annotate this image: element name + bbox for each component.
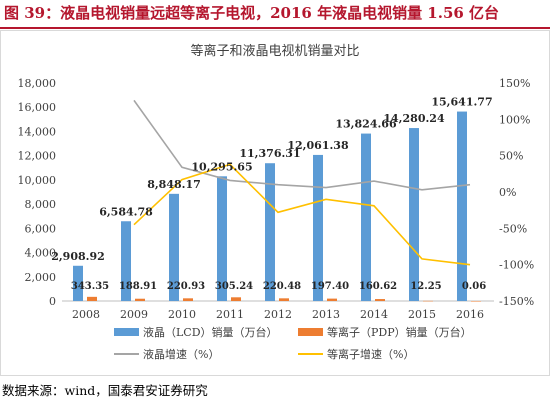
y-left-tick-label: 2,000 (25, 271, 57, 284)
data-label-pdp: 12.25 (410, 281, 441, 292)
x-tick-label: 2009 (120, 308, 148, 321)
data-label-pdp: 0.06 (462, 281, 486, 292)
bar-lcd (73, 265, 83, 301)
bar-pdp (327, 298, 337, 301)
bar-pdp (87, 296, 97, 301)
bar-lcd (313, 154, 323, 301)
bar-lcd (457, 111, 467, 301)
y-left-tick-label: 0 (49, 295, 56, 308)
bar-pdp (183, 298, 193, 301)
y-right-tick-label: 150% (499, 77, 530, 90)
x-tick-label: 2013 (312, 308, 340, 321)
y-right-tick-label: -150% (499, 295, 534, 308)
data-label-lcd: 8,848.17 (147, 178, 201, 191)
data-label-pdp: 197.40 (311, 281, 349, 292)
data-label-pdp: 220.93 (167, 281, 205, 292)
y-right-tick-label: 50% (499, 150, 523, 163)
data-label-pdp: 188.91 (119, 281, 157, 292)
y-left-tick-label: 4,000 (25, 247, 57, 260)
x-tick-label: 2014 (360, 308, 388, 321)
data-label-pdp: 160.62 (359, 281, 397, 292)
bar-pdp (423, 300, 433, 302)
bar-lcd (361, 133, 371, 301)
x-tick-label: 2008 (72, 308, 100, 321)
data-label-lcd: 11,376.31 (239, 147, 300, 160)
lines-layer (133, 99, 471, 266)
y-right-tick-label: -100% (499, 259, 534, 272)
data-label-lcd: 12,061.38 (287, 139, 349, 152)
legend-label-pdp: 等离子（PDP）销量（万台） (327, 325, 472, 339)
line-pdp-growth (133, 163, 471, 266)
bars-layer (73, 111, 481, 302)
y-left-tick-label: 16,000 (18, 101, 57, 114)
x-tick-label: 2012 (264, 308, 292, 321)
chart-title: 等离子和液晶电视机销量对比 (190, 43, 359, 59)
x-tick-label: 2016 (456, 308, 484, 321)
bar-pdp (135, 298, 145, 301)
bar-pdp (471, 300, 481, 302)
data-label-lcd: 2,908.92 (51, 250, 105, 263)
legend-swatch-lcd (114, 328, 139, 336)
data-labels-layer: 2,908.92 343.35 6,584.78 188.91 8,848.17 220.… (51, 96, 492, 292)
bar-lcd (121, 221, 131, 301)
legend: 液晶（LCD）销量（万台） 等离子（PDP）销量（万台） 液晶增速（%） 等离子… (114, 325, 472, 361)
data-label-pdp: 220.48 (263, 281, 301, 292)
y-right-tick-label: 0% (499, 186, 516, 199)
data-label-pdp: 305.24 (215, 281, 253, 292)
bar-pdp (375, 299, 385, 301)
figure-title: 图 39：液晶电视销量远超等离子电视，2016 年液晶电视销量 1.56 亿台 (4, 4, 500, 22)
axes-layer: 0 2,000 4,000 6,000 8,000 10,000 12,000 14,000 1… (18, 77, 535, 321)
data-label-lcd: 14,280.24 (383, 112, 445, 125)
data-label-lcd: 10,295.65 (191, 160, 252, 173)
bar-lcd (169, 193, 179, 301)
chart: 等离子和液晶电视机销量对比 0 2,000 4,000 6,000 8,000 10,00… (0, 30, 550, 376)
x-tick-label: 2015 (408, 308, 436, 321)
y-left-tick-label: 14,000 (18, 125, 57, 138)
data-label-lcd: 13,824.66 (335, 118, 397, 131)
title-rule (0, 27, 550, 29)
legend-swatch-pdp (298, 328, 323, 336)
x-tick-label: 2011 (216, 308, 244, 321)
data-label-lcd: 15,641.77 (431, 96, 492, 109)
y-right-tick-label: 100% (499, 113, 530, 126)
y-left-tick-label: 10,000 (18, 174, 57, 187)
line-lcd-growth (133, 99, 471, 191)
y-left-tick-label: 6,000 (25, 222, 57, 235)
bar-lcd (409, 128, 419, 301)
y-left-tick-label: 18,000 (18, 77, 57, 90)
legend-label-lcd: 液晶（LCD）销量（万台） (143, 325, 278, 339)
data-label-pdp: 343.35 (71, 281, 109, 292)
legend-label-pdp-growth: 等离子增速（%） (327, 347, 414, 361)
y-left-tick-label: 8,000 (25, 198, 57, 211)
bar-pdp (231, 297, 241, 301)
x-tick-label: 2010 (168, 308, 196, 321)
y-right-tick-label: -50% (499, 222, 527, 235)
y-left-tick-label: 12,000 (18, 150, 57, 163)
legend-label-lcd-growth: 液晶增速（%） (143, 347, 219, 361)
bar-lcd (217, 176, 227, 301)
bar-pdp (279, 298, 289, 301)
source-note: 数据来源：wind，国泰君安证券研究 (2, 383, 208, 398)
bar-lcd (265, 163, 275, 301)
data-label-lcd: 6,584.78 (99, 205, 153, 218)
